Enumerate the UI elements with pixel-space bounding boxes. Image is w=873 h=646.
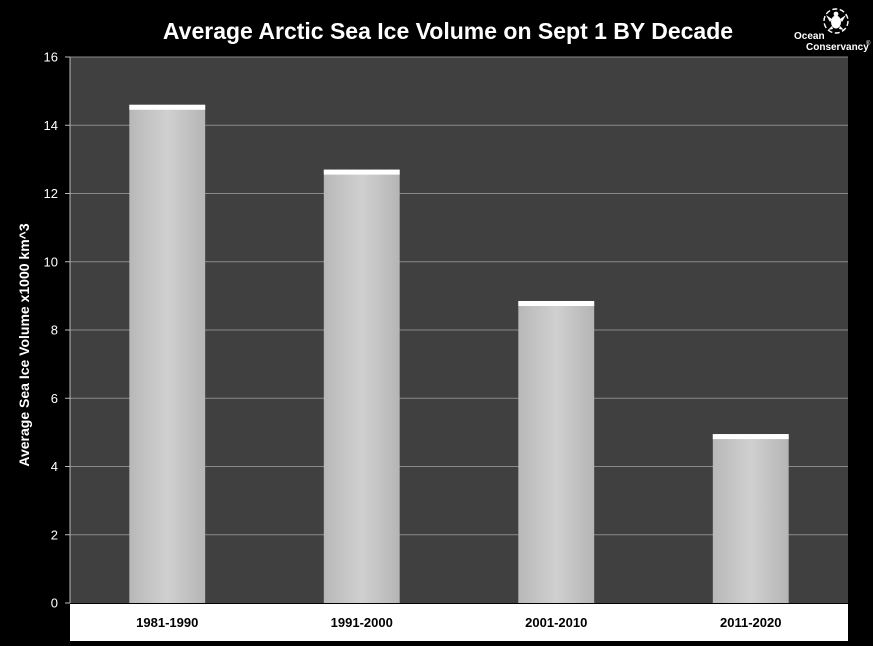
y-axis-title: Average Sea Ice Volume x1000 km^3 xyxy=(16,223,32,466)
bar xyxy=(518,300,595,603)
bar-top-highlight xyxy=(323,169,400,175)
logo-text-line2: Conservancy xyxy=(806,42,869,53)
y-tick-label: 0 xyxy=(51,596,58,611)
bar-top-highlight xyxy=(518,300,595,306)
y-tick-label: 6 xyxy=(51,391,58,406)
y-tick-label: 8 xyxy=(51,323,58,338)
bars xyxy=(129,104,789,604)
y-axis-tick-labels: 0 2 4 6 8 10 12 14 16 xyxy=(44,50,58,611)
ocean-conservancy-logo: Ocean Conservancy ® xyxy=(794,8,871,53)
logo-text-line1: Ocean xyxy=(794,31,825,42)
y-tick-label: 16 xyxy=(44,50,58,65)
y-tick-label: 14 xyxy=(44,118,58,133)
bar xyxy=(129,104,206,604)
y-tick-label: 12 xyxy=(44,186,58,201)
chart-title: Average Arctic Sea Ice Volume on Sept 1 … xyxy=(163,18,733,44)
x-tick-label: 2011-2020 xyxy=(720,615,781,630)
logo-registered-mark: ® xyxy=(866,40,871,47)
category-axis-band xyxy=(70,604,848,641)
y-tick-label: 2 xyxy=(51,527,58,542)
sea-turtle-icon xyxy=(823,8,849,34)
bar xyxy=(323,169,400,604)
x-tick-label: 2001-2010 xyxy=(525,615,587,630)
x-tick-label: 1991-2000 xyxy=(331,615,393,630)
bar-top-highlight xyxy=(129,104,206,110)
y-tick-label: 4 xyxy=(51,459,58,474)
bar xyxy=(712,434,789,603)
x-tick-label: 1981-1990 xyxy=(136,615,198,630)
bar-top-highlight xyxy=(712,434,789,440)
y-tick-label: 10 xyxy=(44,254,58,269)
x-axis-tick-labels: 1981-1990 1991-2000 2001-2010 2011-2020 xyxy=(136,615,781,630)
